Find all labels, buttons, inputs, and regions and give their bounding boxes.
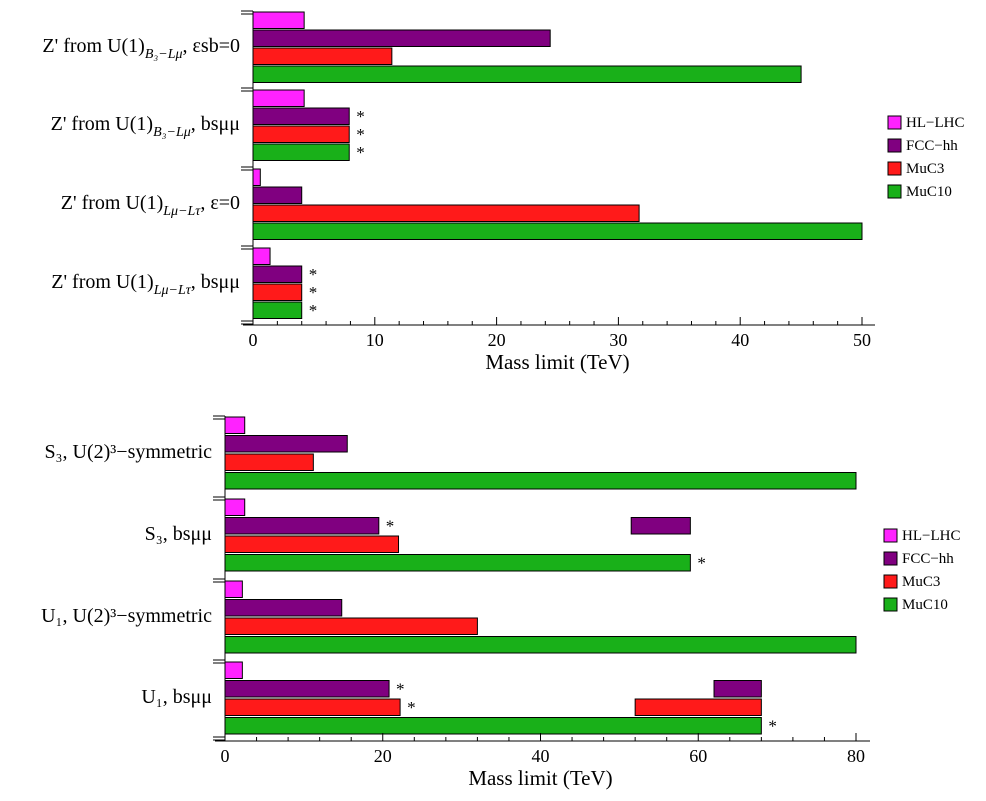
legend-label-fcc-hh: FCC−hh [906, 138, 958, 154]
bar-segment-fcc-hh-cat1 [630, 517, 691, 535]
x-tick-label: 10 [366, 330, 384, 350]
x-tick-label: 40 [532, 746, 550, 766]
legend-label-muc10: MuC10 [906, 184, 952, 200]
significance-star: * [356, 125, 365, 144]
x-axis-label: Mass limit (TeV) [485, 350, 629, 374]
bar-muc3-cat2 [224, 617, 478, 635]
bar-hl-lhc-cat3 [224, 661, 243, 679]
bar-muc10-cat1 [252, 143, 350, 161]
bar-muc3-cat1 [252, 125, 350, 143]
legend-swatch-fcc-hh [887, 138, 902, 153]
significance-star: * [768, 717, 777, 736]
bar-hl-lhc-cat0 [252, 11, 305, 29]
bar-muc3-cat3 [252, 283, 303, 301]
bar-muc10-cat3 [224, 717, 762, 735]
bar-fcc-hh-cat1 [224, 517, 380, 535]
bar-muc10-cat3 [252, 301, 303, 319]
bar-hl-lhc-cat1 [252, 89, 305, 107]
bar-muc3-cat1 [224, 535, 400, 553]
bar-muc10-cat1 [224, 554, 691, 572]
legend-label-hl-lhc: HL−LHC [906, 115, 964, 131]
bar-segment-muc3-cat3 [634, 698, 762, 716]
significance-star: * [697, 554, 706, 573]
bar-muc10-cat0 [224, 472, 857, 490]
bar-muc3-cat3 [224, 698, 401, 716]
bar-fcc-hh-cat3 [224, 680, 390, 698]
category-label: U₁, U(2)³−symmetric [41, 605, 212, 627]
bar-fcc-hh-cat2 [252, 186, 303, 204]
x-tick-label: 20 [374, 746, 392, 766]
category-label: Z' from U(1)B₃−Lμ, εsb=0 [42, 35, 240, 62]
x-tick-label: 0 [249, 330, 258, 350]
significance-star: * [356, 143, 365, 162]
legend-label-muc3: MuC3 [906, 161, 944, 177]
category-label: S₃, U(2)³−symmetric [44, 441, 212, 463]
x-tick-label: 80 [847, 746, 865, 766]
legend-swatch-muc3 [887, 161, 902, 176]
bar-hl-lhc-cat2 [252, 168, 261, 186]
bar-hl-lhc-cat1 [224, 498, 246, 516]
bar-muc3-cat2 [252, 204, 640, 222]
bar-hl-lhc-cat3 [252, 247, 271, 265]
x-tick-label: 40 [731, 330, 749, 350]
legend-label-fcc-hh: FCC−hh [902, 551, 954, 567]
bar-muc10-cat2 [224, 636, 857, 654]
legend-swatch-muc3 [883, 574, 898, 589]
category-label: Z' from U(1)Lμ−Lτ, ε=0 [61, 192, 240, 219]
category-label: U₁, bsμμ [141, 686, 212, 708]
legend-swatch-fcc-hh [883, 551, 898, 566]
x-tick-label: 20 [488, 330, 506, 350]
category-label: Z' from U(1)B₃−Lμ, bsμμ [51, 113, 240, 140]
category-label: Z' from U(1)Lμ−Lτ, bsμμ [51, 271, 240, 298]
bar-muc3-cat0 [224, 453, 314, 471]
significance-star: * [396, 680, 405, 699]
x-axis-label: Mass limit (TeV) [468, 766, 612, 790]
significance-star: * [309, 283, 318, 302]
bar-fcc-hh-cat0 [224, 435, 348, 453]
legend-label-hl-lhc: HL−LHC [902, 528, 960, 544]
bar-hl-lhc-cat0 [224, 416, 246, 434]
significance-star: * [309, 265, 318, 284]
bar-hl-lhc-cat2 [224, 580, 243, 598]
significance-star: * [356, 107, 365, 126]
legend-swatch-hl-lhc [887, 115, 902, 130]
bar-muc10-cat0 [252, 65, 802, 83]
bar-segment-fcc-hh-cat3 [713, 680, 762, 698]
legend-swatch-muc10 [883, 597, 898, 612]
significance-star: * [407, 698, 416, 717]
bar-fcc-hh-cat0 [252, 29, 551, 47]
bar-muc3-cat0 [252, 47, 393, 65]
x-tick-label: 30 [609, 330, 627, 350]
significance-star: * [309, 301, 318, 320]
significance-star: * [386, 517, 395, 536]
bar-muc10-cat2 [252, 222, 863, 240]
bar-fcc-hh-cat3 [252, 265, 303, 283]
legend-label-muc10: MuC10 [902, 597, 948, 613]
legend-swatch-muc10 [887, 184, 902, 199]
x-tick-label: 60 [689, 746, 707, 766]
legend-label-muc3: MuC3 [902, 574, 940, 590]
legend-swatch-hl-lhc [883, 528, 898, 543]
x-tick-label: 50 [853, 330, 871, 350]
bar-fcc-hh-cat1 [252, 107, 350, 125]
category-label: S₃, bsμμ [145, 523, 212, 545]
bar-fcc-hh-cat2 [224, 599, 343, 617]
x-tick-label: 0 [221, 746, 230, 766]
